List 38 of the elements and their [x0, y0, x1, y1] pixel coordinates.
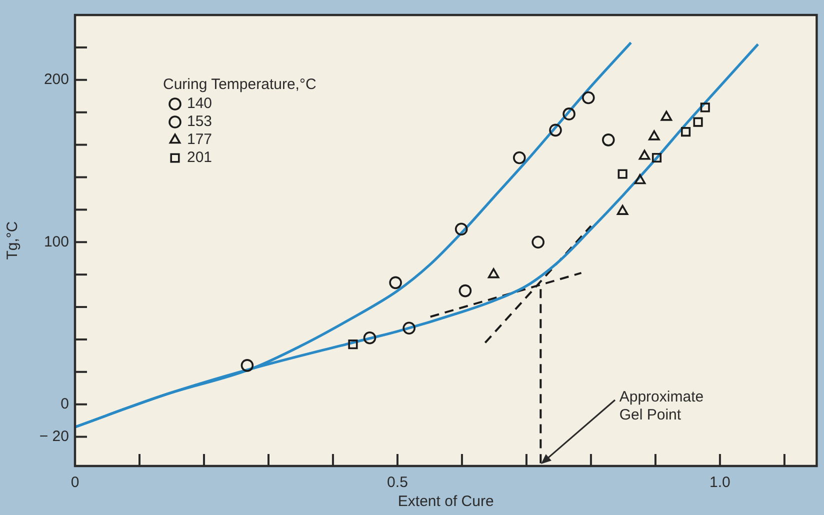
point — [700, 102, 710, 112]
point — [348, 340, 358, 350]
point — [652, 152, 662, 163]
point — [616, 204, 628, 215]
point — [634, 174, 646, 184]
legend-label: 140 — [187, 95, 212, 112]
y-tick-label: 100 — [44, 233, 69, 250]
legend-label: 201 — [187, 149, 212, 166]
y-tick-label: 0 — [60, 395, 69, 412]
point — [549, 124, 562, 137]
point — [512, 151, 526, 164]
point — [618, 169, 628, 179]
point — [602, 134, 615, 146]
point — [454, 222, 468, 236]
legend-title: Curing Temperature,°C — [163, 76, 316, 94]
point — [693, 117, 703, 127]
annotation: Approximate Gel Point — [619, 388, 704, 424]
y-tick-label: − 20 — [39, 428, 69, 445]
point — [458, 284, 472, 298]
point — [532, 236, 544, 249]
legend-label: 153 — [187, 113, 212, 130]
point — [488, 268, 500, 278]
point — [582, 91, 595, 104]
point — [402, 322, 416, 335]
point — [638, 150, 650, 160]
point — [660, 110, 672, 121]
point — [680, 127, 691, 137]
y-axis-title: Tg,°C — [4, 221, 22, 260]
x-tick-label: 1.0 — [710, 474, 730, 492]
y-tick-label: 200 — [44, 71, 69, 88]
point — [363, 331, 376, 344]
point — [648, 130, 660, 140]
point — [240, 359, 254, 372]
point — [389, 276, 402, 290]
point — [562, 108, 576, 120]
legend-label: 177 — [187, 131, 212, 148]
x-axis-title: Extent of Cure — [398, 493, 494, 510]
x-tick-label: 0.5 — [387, 474, 408, 492]
